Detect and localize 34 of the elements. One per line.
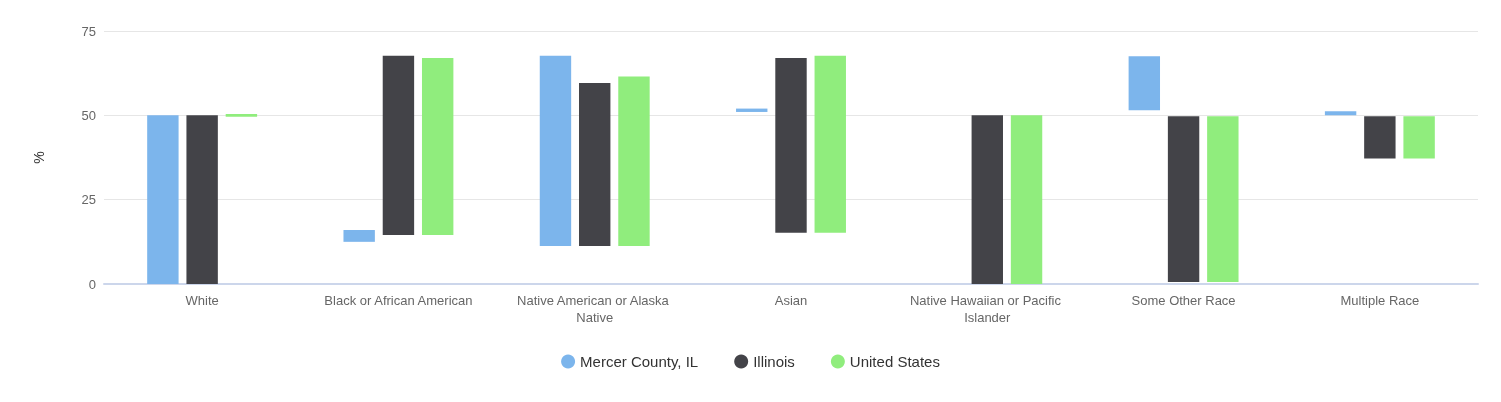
bar [225,113,258,117]
bar [618,76,650,246]
y-tick-label: 50 [81,107,96,123]
bar [186,115,218,284]
bar [1207,116,1239,282]
bar [775,57,807,233]
bar [1324,111,1357,116]
x-tick-label: White [185,293,219,308]
x-tick-label: Asian [774,293,808,308]
bar [1010,115,1043,284]
x-tick-label: Multiple Race [1340,293,1420,308]
y-axis-title: % [31,151,47,164]
x-tick-label: Some Other Race [1131,293,1236,308]
bar [1167,116,1200,282]
bar [971,115,1003,284]
bar [382,55,415,236]
bar [147,115,179,284]
y-tick-label: 0 [88,276,96,292]
bar [343,230,375,242]
x-tick-label: Black or African American [324,293,473,308]
bar [421,57,454,236]
x-tick-label: Native Hawaiian or Pacific Islander [909,293,1065,325]
y-tick-label: 75 [81,23,96,39]
bar [579,82,611,246]
bar [1364,116,1396,159]
legend-label: United States [849,353,940,370]
bar [1403,116,1435,159]
legend-label: Mercer County, IL [580,353,699,370]
bar [1128,56,1161,111]
y-tick-label: 25 [81,192,96,208]
bar [539,55,572,246]
x-tick-label: Native American or Alaska Native [517,293,673,325]
bar [814,55,846,233]
legend-label: Illinois [753,353,795,370]
